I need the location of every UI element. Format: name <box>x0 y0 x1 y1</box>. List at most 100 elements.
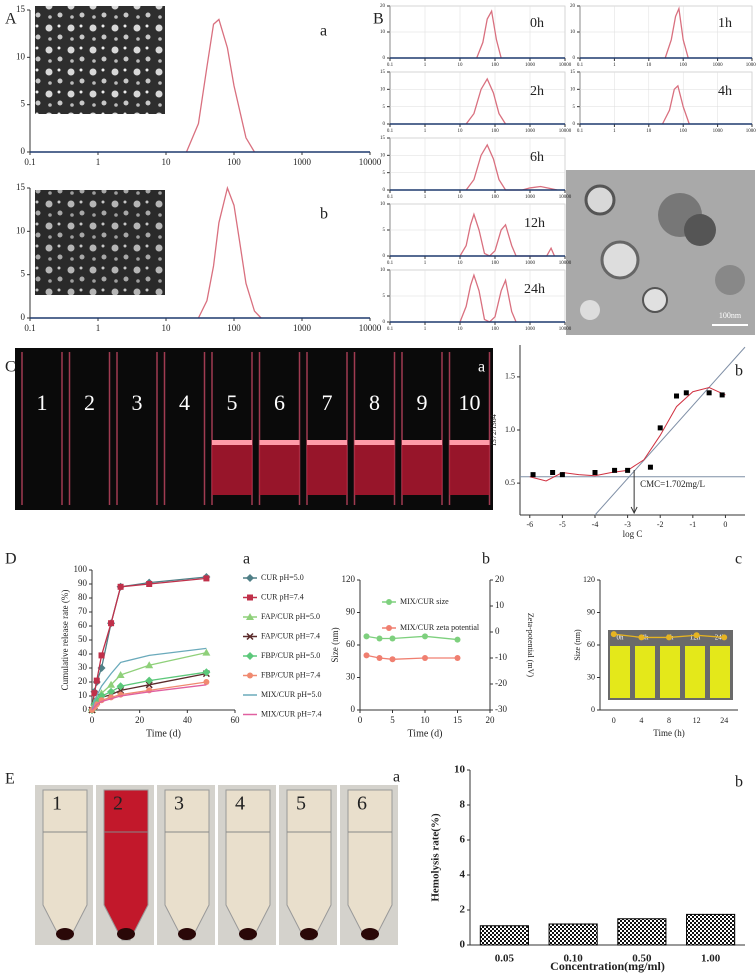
marker <box>93 677 100 684</box>
data-line <box>197 185 262 319</box>
marker <box>203 575 210 582</box>
cuvette-number: 7 <box>322 390 333 415</box>
x-tick-label: 10000 <box>559 327 572 332</box>
cuvette-glow <box>449 440 490 495</box>
marker <box>107 687 116 696</box>
x-axis-label: Time (d) <box>408 728 443 739</box>
y2-tick-label: -30 <box>495 704 507 714</box>
y-tick-label: 90 <box>78 578 88 588</box>
cuvette-number: 6 <box>274 390 285 415</box>
x-tick-label: 1 <box>424 261 427 266</box>
marker <box>108 620 115 627</box>
x-tick-label: 100 <box>491 195 499 200</box>
x-tick-label: 100 <box>491 261 499 266</box>
x-tick-label: 100 <box>679 63 687 68</box>
tube-number: 5 <box>296 793 306 815</box>
y-tick-label: 15 <box>570 70 576 75</box>
marker <box>246 632 254 641</box>
cuvette-glow <box>212 440 252 445</box>
y-tick-label: 5 <box>573 105 576 110</box>
y-tick-label: 40 <box>78 648 88 658</box>
x-tick-label: 100 <box>227 157 241 167</box>
y-tick-label: 70 <box>78 606 88 616</box>
x-tick-label: 10000 <box>359 157 382 167</box>
tube-pellet <box>178 928 196 940</box>
x-tick-label: 0 <box>358 715 363 725</box>
marker <box>422 633 428 640</box>
tube <box>347 789 393 941</box>
x-tick-label: 0 <box>723 520 727 529</box>
tem-image-large: 100nm <box>566 170 755 335</box>
x-tick-label: 1.00 <box>701 953 721 965</box>
x-tick-label: 100 <box>491 63 499 68</box>
tube-pellet <box>56 928 74 940</box>
x-tick-label: 15 <box>453 715 463 725</box>
cuvette-number: 3 <box>132 390 143 415</box>
sub-label: a <box>243 551 250 568</box>
y-tick-label: 0 <box>383 320 386 325</box>
y-tick-label: 0.5 <box>505 478 515 487</box>
point <box>657 425 663 431</box>
x-tick-label: 10000 <box>559 195 572 200</box>
y-tick-label: 10 <box>16 51 26 61</box>
y-tick-label: 10 <box>380 87 386 92</box>
marker <box>363 652 370 659</box>
data-line <box>91 684 207 711</box>
y2-tick-label: 0 <box>495 626 500 636</box>
data-line <box>661 84 690 125</box>
legend-label: CUR pH=7.4 <box>261 592 304 601</box>
sub-label: b <box>482 551 490 568</box>
cuvette-glow <box>259 440 300 445</box>
y-tick-label: 30 <box>78 662 88 672</box>
sub-label: 12h <box>524 216 545 231</box>
y-tick-label: 0 <box>21 146 26 156</box>
y-tick-label: 50 <box>78 634 88 644</box>
x-tick-label: 10 <box>458 195 464 200</box>
inset-vial <box>635 646 655 698</box>
marker <box>203 679 210 685</box>
point <box>625 467 631 473</box>
marker <box>386 625 392 631</box>
data-line <box>664 6 689 59</box>
y2-tick-label: 20 <box>495 574 505 584</box>
x-tick-label: -3 <box>624 520 631 529</box>
y-tick-label: 15 <box>380 136 386 141</box>
y-tick-label: 0 <box>351 704 356 714</box>
x-tick-label: 1000 <box>525 63 536 68</box>
cuvette-glow <box>354 440 395 445</box>
inset-vial <box>685 646 705 698</box>
marker <box>246 652 254 660</box>
y-tick-label: 0 <box>83 704 88 714</box>
x-tick-label: 1 <box>613 129 616 134</box>
point <box>719 392 725 398</box>
y-tick-label: 2 <box>460 904 466 916</box>
marker <box>91 690 98 697</box>
y-tick-label: 60 <box>346 639 356 649</box>
x-tick-label: 10000 <box>746 63 756 68</box>
x-tick-label: 0.1 <box>387 261 394 266</box>
marker <box>98 652 105 659</box>
marker <box>666 634 672 641</box>
panel-label: E <box>5 771 15 788</box>
y-tick-label: 10 <box>570 30 576 35</box>
x-tick-label: 100 <box>227 323 241 333</box>
x-tick-label: 100 <box>491 327 499 332</box>
point <box>674 393 680 399</box>
y-tick-label: 15 <box>16 182 26 192</box>
marker <box>146 581 153 587</box>
legend-label: CUR pH=5.0 <box>261 573 304 582</box>
y-tick-label: 15 <box>380 70 386 75</box>
y-tick-label: 5 <box>383 294 386 299</box>
tube <box>42 789 88 941</box>
marker <box>376 655 383 661</box>
inset-vial <box>610 646 630 698</box>
x-tick-label: 100 <box>491 129 499 134</box>
data-line <box>465 143 558 191</box>
panel-label: A <box>5 11 17 28</box>
x-tick-label: 10 <box>162 157 172 167</box>
sub-label: c <box>735 551 742 568</box>
y-tick-label: 0 <box>460 939 466 951</box>
x-tick-label: 0.1 <box>577 129 584 134</box>
y-tick-label: 20 <box>380 4 386 9</box>
y-tick-label: 90 <box>346 607 356 617</box>
